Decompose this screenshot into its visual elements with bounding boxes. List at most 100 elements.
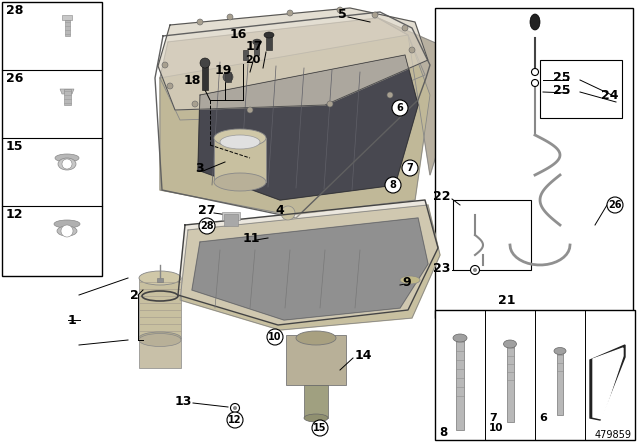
Text: 15: 15 (6, 139, 24, 152)
Polygon shape (60, 89, 74, 94)
Text: 17: 17 (246, 39, 264, 52)
Text: 25: 25 (552, 70, 570, 83)
Circle shape (337, 7, 343, 13)
Bar (453, 200, 531, 270)
Circle shape (200, 58, 210, 68)
Text: 16: 16 (230, 27, 248, 40)
Polygon shape (160, 18, 425, 120)
Polygon shape (198, 55, 418, 200)
Text: 10: 10 (268, 332, 282, 342)
Text: 10: 10 (489, 423, 504, 433)
Text: 27: 27 (198, 203, 216, 216)
Text: 24: 24 (600, 89, 618, 102)
Bar (540, 60, 622, 118)
Circle shape (247, 107, 253, 113)
Polygon shape (158, 8, 428, 110)
Circle shape (409, 47, 415, 53)
Circle shape (402, 160, 418, 176)
Bar (214, 138, 266, 182)
Polygon shape (178, 200, 438, 325)
Ellipse shape (58, 158, 76, 170)
Text: 1: 1 (68, 314, 77, 327)
Ellipse shape (400, 276, 420, 284)
Circle shape (61, 225, 73, 237)
Circle shape (531, 69, 538, 76)
Circle shape (372, 12, 378, 18)
Bar (435, 310, 635, 440)
Text: 20: 20 (245, 55, 260, 65)
Ellipse shape (214, 129, 266, 147)
Ellipse shape (554, 348, 566, 354)
Circle shape (192, 101, 198, 107)
Polygon shape (160, 35, 430, 215)
Text: 11: 11 (243, 232, 260, 245)
Text: 3: 3 (195, 161, 204, 175)
Text: 12: 12 (6, 207, 24, 220)
Circle shape (287, 10, 293, 16)
Circle shape (223, 72, 233, 82)
Text: 12: 12 (228, 415, 242, 425)
Circle shape (473, 268, 477, 272)
Text: 7: 7 (406, 163, 413, 173)
Text: 13: 13 (175, 395, 193, 408)
Text: 18: 18 (184, 73, 202, 86)
Bar (435, 8, 633, 318)
Ellipse shape (304, 414, 328, 422)
Circle shape (607, 197, 623, 213)
Polygon shape (593, 348, 623, 419)
Bar (222, 212, 240, 220)
Ellipse shape (453, 334, 467, 342)
Circle shape (162, 62, 168, 68)
Circle shape (227, 412, 243, 428)
Ellipse shape (530, 14, 540, 30)
Circle shape (392, 100, 408, 116)
Text: 21: 21 (498, 293, 515, 306)
Ellipse shape (54, 220, 80, 228)
Circle shape (470, 266, 479, 275)
Ellipse shape (57, 226, 77, 236)
Bar (557, 351, 563, 415)
Text: 6: 6 (397, 103, 403, 113)
Ellipse shape (139, 271, 181, 285)
Circle shape (385, 177, 401, 193)
Bar (254, 41, 259, 55)
Bar (304, 385, 328, 418)
Text: 479859: 479859 (595, 430, 632, 440)
Bar (2, 2, 102, 276)
Text: 28: 28 (6, 4, 24, 17)
Circle shape (387, 92, 393, 98)
Ellipse shape (214, 173, 266, 191)
Bar (286, 335, 346, 385)
Bar (506, 344, 513, 422)
Text: 2: 2 (130, 289, 139, 302)
Ellipse shape (220, 135, 260, 149)
Circle shape (199, 218, 215, 234)
Ellipse shape (253, 39, 261, 44)
Text: 9: 9 (402, 276, 411, 289)
Circle shape (227, 14, 233, 20)
Circle shape (402, 25, 408, 31)
Circle shape (167, 83, 173, 89)
Bar (224, 214, 238, 226)
Circle shape (312, 420, 328, 436)
Bar (266, 34, 272, 50)
Bar (63, 89, 70, 105)
Bar (157, 278, 163, 282)
Text: 15: 15 (313, 423, 327, 433)
Bar (243, 50, 248, 60)
Text: 26: 26 (6, 72, 24, 85)
Bar (456, 338, 464, 430)
Text: 19: 19 (215, 64, 232, 77)
Polygon shape (590, 345, 625, 420)
Circle shape (197, 19, 203, 25)
Circle shape (230, 404, 239, 413)
Text: 14: 14 (355, 349, 372, 362)
Text: 8: 8 (390, 180, 396, 190)
Text: 6: 6 (539, 413, 547, 423)
Circle shape (531, 79, 538, 86)
Ellipse shape (264, 32, 274, 38)
Text: 28: 28 (200, 221, 214, 231)
Text: 26: 26 (608, 200, 621, 210)
Bar (139, 278, 181, 338)
Ellipse shape (55, 154, 79, 162)
